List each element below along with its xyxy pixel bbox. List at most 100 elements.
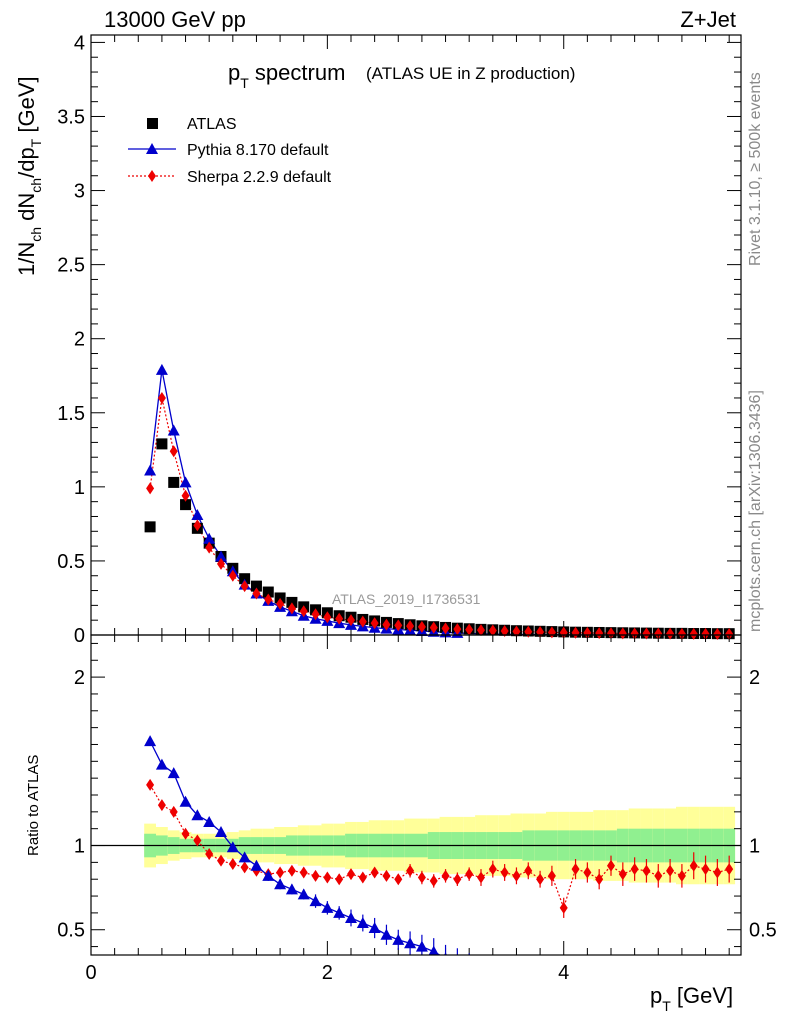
pythia-ratio-point [356,917,369,928]
sherpa-point [335,612,344,625]
sherpa-point [666,627,675,640]
upper-ylabel: 1/Nch dNch/dpT [GeV] [14,76,44,276]
x-tick-label: 4 [558,962,569,984]
pythia-point [144,464,157,476]
pythia-point [167,424,180,436]
sherpa-ratio-point [630,863,639,876]
sherpa-ratio-point [228,858,237,871]
ratio-tick-label: 1 [74,836,85,858]
svg-text:pT spectrum: pT spectrum [228,60,345,91]
sherpa-point [477,624,485,637]
pythia-ratio-point [444,952,447,955]
sherpa-point [689,627,698,640]
sherpa-ratio-point [417,871,426,884]
pythia-ratio-point [203,815,216,827]
sherpa-ratio-point [323,871,332,884]
pythia-point [203,532,216,544]
sherpa-point [618,627,627,640]
y-tick-label: 2.5 [57,255,85,277]
pythia-ratio-point [487,974,499,985]
pythia-ratio-point [415,940,428,952]
pythia-point [155,363,168,375]
y-tick-label: 1 [74,477,85,499]
sherpa-point [276,597,285,610]
sherpa-ratio-point [536,873,545,886]
pythia-ratio-point [404,937,417,949]
sherpa-point [228,569,237,582]
ratio-tick-label-right: 2 [749,667,760,689]
plot-title: pT spectrum (ATLAS UE in Z production) [228,60,575,91]
sherpa-point [559,626,568,639]
sherpa-ratio-point [524,864,533,877]
sherpa-ratio-point [677,869,686,882]
pythia-ratio-point [179,795,192,807]
sherpa-ratio-point [571,863,580,876]
ratio-ylabel: Ratio to ATLAS [25,755,42,856]
sherpa-ratio-point [607,859,615,872]
atlas-point [250,580,262,592]
sherpa-point [406,620,415,633]
ratio-tick-label: 0.5 [57,920,85,942]
sherpa-point [193,519,202,532]
sherpa-point [595,627,604,640]
sherpa-ratio-point [477,871,485,884]
sherpa-point [453,623,462,636]
sherpa-ratio-point [157,799,166,812]
sherpa-point [465,623,474,636]
sherpa-point [654,627,663,640]
sherpa-ratio-point [217,854,225,867]
upper-axis-ticks: 0 0.5 1 1.5 2 2.5 3 3.5 4 [57,32,741,647]
atlas-point [144,521,156,533]
pythia-point [179,476,192,488]
sherpa-ratio-point [441,869,450,882]
pythia-ratio-point [392,933,405,945]
x-tick-label: 0 [85,962,96,984]
x-tick-label: 2 [322,962,333,984]
legend-label-atlas: ATLAS [187,116,237,133]
pythia-ratio-point [380,928,393,940]
sherpa-ratio-point [299,866,308,879]
sherpa-ratio-point [287,864,296,877]
sherpa-point [607,627,615,640]
sherpa-ratio-point [453,873,462,886]
sherpa-point [157,391,166,404]
y-tick-label: 2 [74,329,85,351]
header-right: Z+Jet [680,7,736,32]
sherpa-point [500,625,509,637]
title-sub: T [240,75,249,91]
sherpa-point [311,608,320,621]
sherpa-point [287,602,296,615]
sherpa-ratio-point [169,805,178,818]
sherpa-point [217,557,225,570]
sherpa-ratio-point [146,778,155,791]
pythia-ratio-point [191,809,204,821]
sherpa-point [205,541,214,554]
pythia-ratio-point [463,962,475,973]
sherpa-ratio-point [488,863,497,876]
ratio-tick-label: 2 [74,667,85,689]
ratio-uncertainty-bands [91,806,741,885]
sherpa-ratio-point [465,868,474,881]
sherpa-point [441,622,450,635]
pythia-ratio-point [475,968,487,979]
sherpa-ratio-point [666,864,675,877]
sherpa-point [630,627,639,640]
y-tick-label: 3.5 [57,106,85,128]
sherpa-point [347,614,355,627]
sherpa-point [677,627,686,640]
sherpa-ratio-point [583,866,592,879]
sherpa-ratio-point [382,869,391,882]
pythia-ratio-point [321,901,334,913]
sherpa-ratio-point [725,863,734,876]
ratio-data-marks [144,735,734,985]
rivet-label: Rivet 3.1.10, ≥ 500k events [747,72,764,266]
sherpa-ratio-point [689,859,698,872]
sherpa-point [370,617,379,630]
sherpa-ratio-point [205,847,214,860]
pythia-ratio-point [262,869,275,881]
sherpa-point [146,482,155,495]
sherpa-ratio-point [547,869,556,882]
mcplots-label: mcplots.cern.ch [arXiv:1306.3436] [747,390,764,632]
atlas-point [168,476,180,488]
legend-label-pythia: Pythia 8.170 default [187,142,329,159]
